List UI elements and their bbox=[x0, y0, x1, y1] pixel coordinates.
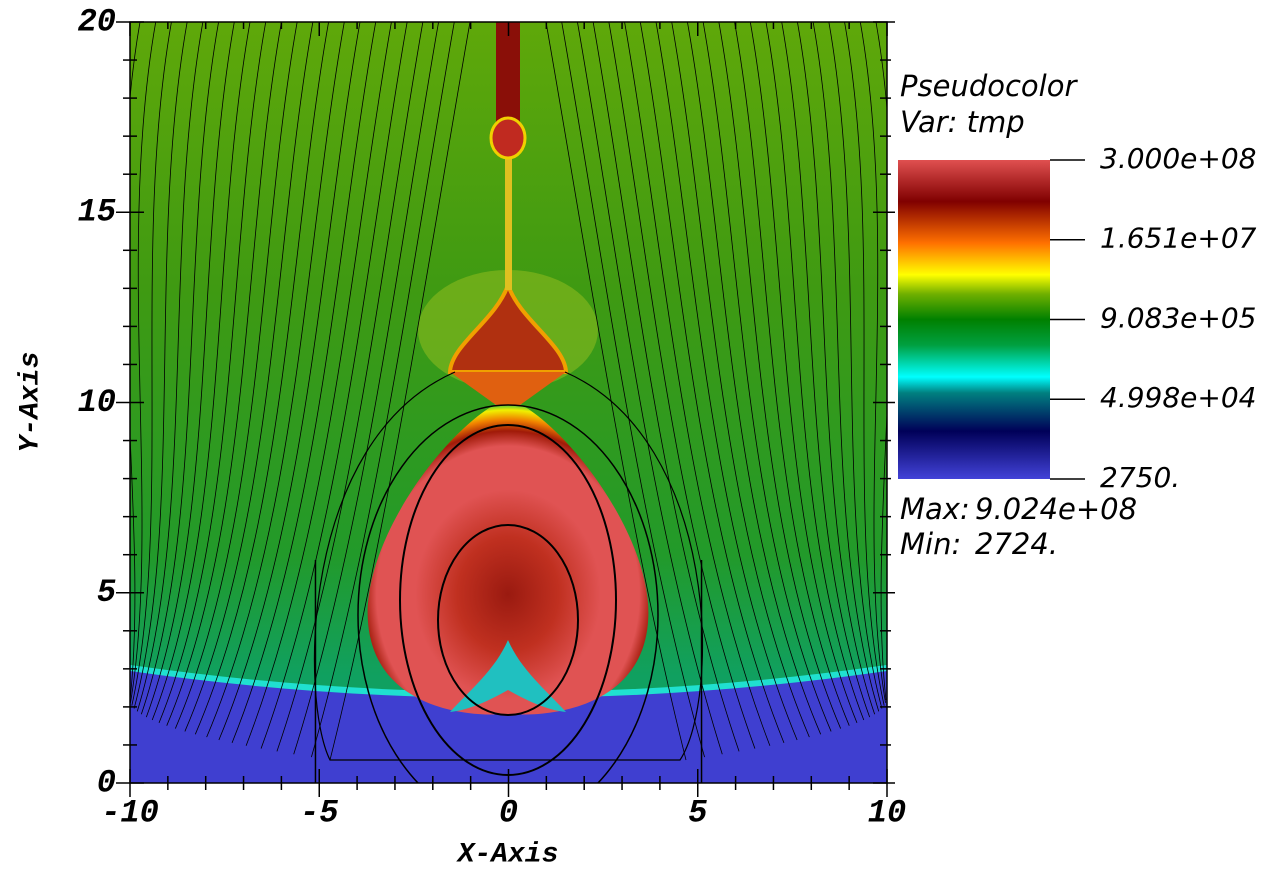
field-line bbox=[151, 22, 251, 721]
y-tick-label: 5 bbox=[97, 574, 116, 611]
y-tick-label: 0 bbox=[97, 764, 116, 801]
field-line bbox=[859, 22, 886, 703]
field-line bbox=[194, 22, 329, 735]
field-line bbox=[812, 22, 880, 712]
legend-title: Pseudocolor bbox=[900, 69, 1078, 103]
x-tick-label: -10 bbox=[101, 794, 159, 831]
colorbar-tick-label: 4.998e+04 bbox=[1100, 381, 1256, 414]
field-line bbox=[174, 22, 298, 729]
field-line bbox=[844, 22, 885, 706]
field-line bbox=[671, 22, 810, 738]
x-tick-label: -5 bbox=[300, 794, 338, 831]
colorbar-tick-label: 9.083e+05 bbox=[1100, 301, 1256, 334]
field-line bbox=[136, 22, 204, 712]
max-label: Max: bbox=[900, 492, 970, 526]
field bbox=[130, 22, 887, 783]
field-line bbox=[166, 22, 282, 726]
field-line bbox=[293, 22, 439, 755]
field-line bbox=[577, 22, 723, 755]
field-line bbox=[130, 22, 141, 701]
field-line bbox=[875, 22, 887, 701]
y-tick-label: 10 bbox=[78, 384, 116, 421]
field-line bbox=[687, 22, 822, 735]
max-value: 9.024e+08 bbox=[975, 492, 1137, 526]
field-line bbox=[158, 22, 267, 724]
field-line bbox=[734, 22, 850, 726]
color-bar bbox=[898, 160, 1050, 479]
field-line bbox=[797, 22, 876, 715]
field-lines bbox=[130, 22, 887, 783]
field-line bbox=[131, 22, 172, 706]
plume bbox=[367, 398, 649, 715]
neck bbox=[450, 372, 566, 405]
field-line bbox=[260, 22, 408, 749]
legend-variable: Var: tmp bbox=[900, 105, 1025, 139]
cold-layer bbox=[130, 668, 887, 783]
plume-base bbox=[450, 640, 566, 712]
y-axis-label: Y-Axis bbox=[15, 352, 46, 453]
field-line bbox=[624, 22, 771, 746]
x-tick-label: 10 bbox=[868, 794, 906, 831]
field-line bbox=[561, 22, 705, 758]
field-line bbox=[781, 22, 871, 718]
field-line bbox=[133, 22, 188, 709]
x-axis-label: X-Axis bbox=[456, 839, 559, 870]
field-line bbox=[655, 22, 798, 741]
field-line bbox=[145, 22, 235, 718]
x-tick-label: 5 bbox=[688, 794, 707, 831]
min-label: Min: bbox=[900, 527, 961, 561]
field-line bbox=[311, 22, 455, 758]
field-line bbox=[276, 22, 424, 752]
colorbar-tick-label: 1.651e+07 bbox=[1100, 222, 1257, 255]
colorbar-tick-label: 2750. bbox=[1100, 461, 1180, 494]
y-tick-label: 20 bbox=[78, 3, 116, 40]
field-line bbox=[218, 22, 361, 741]
field-line bbox=[592, 22, 740, 752]
field-line bbox=[184, 22, 314, 732]
x-tick-label: 0 bbox=[499, 794, 518, 831]
field-line bbox=[329, 22, 471, 761]
field-line bbox=[702, 22, 832, 732]
field-line bbox=[639, 22, 785, 744]
jet-head bbox=[489, 116, 527, 160]
colorbar-tick-label: 3.000e+08 bbox=[1100, 142, 1256, 175]
field-line bbox=[545, 22, 687, 761]
y-tick-label: 15 bbox=[78, 194, 116, 231]
field-line bbox=[718, 22, 842, 729]
stem bbox=[505, 150, 512, 290]
field-line bbox=[765, 22, 865, 721]
field-line bbox=[231, 22, 377, 744]
field-line bbox=[828, 22, 883, 709]
min-value: 2724. bbox=[975, 527, 1058, 561]
field-line bbox=[749, 22, 858, 724]
field-line bbox=[140, 22, 219, 715]
field-line bbox=[130, 22, 157, 703]
field-line bbox=[245, 22, 392, 746]
field-line bbox=[608, 22, 756, 749]
field-line bbox=[206, 22, 345, 738]
